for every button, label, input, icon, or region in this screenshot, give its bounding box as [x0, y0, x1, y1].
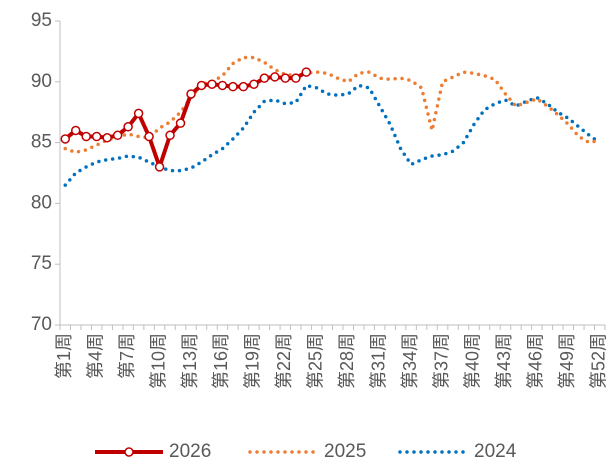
- x-tick-label: 第7周: [117, 333, 137, 379]
- x-tick-label: 第4周: [85, 333, 105, 379]
- y-tick-label: 70: [31, 314, 52, 335]
- series-marker: [133, 108, 144, 119]
- x-tick-label: 第31周: [368, 333, 388, 389]
- x-tick-label: 第13周: [180, 333, 200, 389]
- series-marker: [123, 122, 133, 132]
- series-line: [63, 70, 308, 169]
- series-marker: [207, 79, 217, 89]
- series-marker: [81, 131, 91, 142]
- x-tick-label: 第37周: [431, 333, 451, 389]
- series-marker: [291, 73, 301, 83]
- series-marker: [175, 118, 186, 128]
- series-marker: [112, 130, 123, 141]
- series-marker: [60, 134, 70, 144]
- x-tick-label: 第46周: [526, 333, 546, 389]
- y-tick-label: 85: [31, 132, 52, 153]
- x-tick-label: 第52周: [589, 333, 609, 389]
- series-marker: [270, 72, 280, 82]
- series-marker: [196, 80, 207, 91]
- legend-marker: [124, 447, 134, 457]
- series-marker: [301, 67, 312, 77]
- legend-label: 2024: [474, 441, 517, 461]
- series-marker: [280, 73, 291, 83]
- y-tick-label: 75: [31, 253, 52, 274]
- x-tick-label: 第49周: [557, 333, 577, 389]
- x-tick-label: 第22周: [274, 333, 294, 389]
- series-marker: [228, 81, 238, 92]
- y-tick-label: 80: [31, 192, 52, 213]
- y-tick-label: 90: [31, 71, 52, 92]
- series-marker: [186, 89, 196, 99]
- x-tick-label: 第19周: [243, 333, 263, 389]
- series-line: [63, 55, 602, 155]
- legend-label: 2025: [324, 441, 366, 461]
- series-marker: [249, 79, 259, 89]
- series-marker: [154, 162, 165, 172]
- x-tick-label: 第34周: [400, 333, 420, 389]
- x-tick-label: 第28周: [337, 333, 357, 389]
- series-marker: [70, 125, 81, 136]
- x-tick-label: 第1周: [54, 333, 74, 379]
- legend-label: 2026: [169, 441, 211, 461]
- series-marker: [91, 131, 102, 142]
- series-marker: [165, 130, 175, 141]
- x-tick-label: 第25周: [306, 333, 326, 389]
- series-line: [63, 83, 602, 187]
- x-tick-label: 第40周: [463, 333, 483, 389]
- series-marker: [217, 80, 228, 91]
- series-marker: [144, 131, 154, 142]
- x-tick-label: 第16周: [211, 333, 231, 389]
- series-marker: [238, 81, 249, 92]
- y-tick-label: 95: [31, 10, 52, 31]
- series-marker: [102, 132, 112, 143]
- series-marker: [259, 73, 270, 83]
- x-tick-label: 第10周: [148, 333, 168, 389]
- x-tick-label: 第43周: [494, 333, 514, 389]
